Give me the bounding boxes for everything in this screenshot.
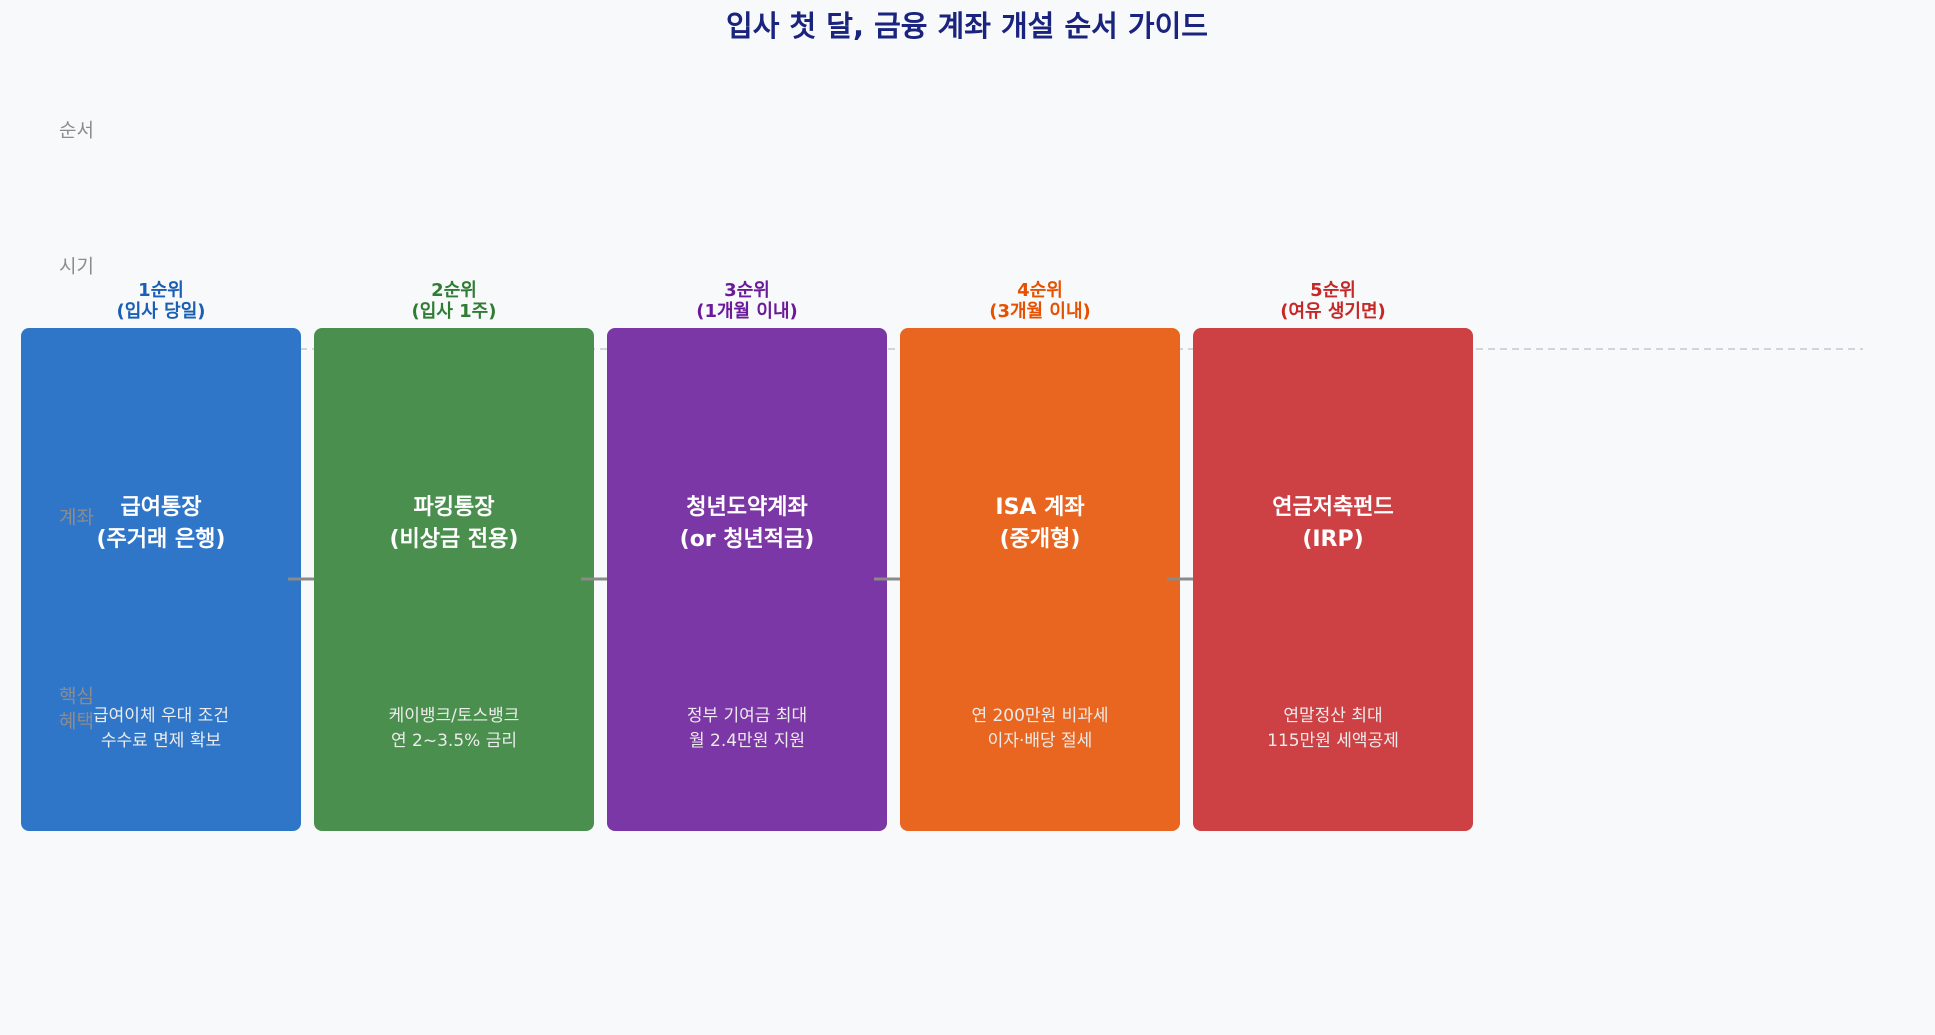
benefit: 115만원 세액공제 xyxy=(1267,731,1399,751)
benefit: 케이뱅크/토스뱅크 xyxy=(389,706,520,726)
account-card xyxy=(314,328,594,831)
benefit: 연 200만원 비과세 xyxy=(971,706,1108,726)
benefit: 월 2.4만원 지원 xyxy=(689,731,805,751)
title: 입사 첫 달, 금융 계좌 개설 순서 가이드 xyxy=(726,9,1208,43)
benefit: 연 2~3.5% 금리 xyxy=(391,731,517,751)
account-name: 연금저축펀드 xyxy=(1272,495,1393,520)
rank: 3순위 xyxy=(724,280,770,301)
account-name: 급여통장 xyxy=(121,495,202,520)
account-card xyxy=(21,328,301,831)
timing: (입사 당일) xyxy=(117,300,206,322)
account-name: 파킹통장 xyxy=(414,495,495,520)
rank: 1순위 xyxy=(138,280,184,301)
account-name: 청년도약계좌 xyxy=(686,495,807,520)
timing: (입사 1주) xyxy=(412,300,497,322)
row-label: 시기 xyxy=(59,256,94,278)
rank: 4순위 xyxy=(1017,280,1063,301)
account-name: ISA 계좌 xyxy=(995,495,1084,520)
benefit: 연말정산 최대 xyxy=(1283,706,1382,726)
timing: (여유 생기면) xyxy=(1280,301,1386,322)
row-label: 계좌 xyxy=(59,507,94,529)
row-label: 순서 xyxy=(59,120,94,142)
row-label: 혜택 xyxy=(59,711,94,733)
rank: 5순위 xyxy=(1310,280,1356,301)
benefit: 정부 기여금 최대 xyxy=(687,706,807,726)
account-card xyxy=(607,328,887,831)
account-name: (비상금 전용) xyxy=(390,527,519,552)
account-card xyxy=(900,328,1180,831)
account-name: (주거래 은행) xyxy=(97,527,226,552)
account-name: (or 청년적금) xyxy=(680,527,815,552)
benefit: 수수료 면제 확보 xyxy=(101,731,221,751)
benefit: 급여이체 우대 조건 xyxy=(93,706,229,726)
benefit: 이자·배당 절세 xyxy=(988,731,1093,751)
row-label: 핵심 xyxy=(59,686,94,708)
account-card xyxy=(1193,328,1473,831)
rank: 2순위 xyxy=(431,280,477,301)
account-name: (중개형) xyxy=(1000,527,1081,552)
account-name: (IRP) xyxy=(1302,527,1363,552)
timing: (3개월 이내) xyxy=(989,301,1090,322)
timing: (1개월 이내) xyxy=(696,301,797,322)
